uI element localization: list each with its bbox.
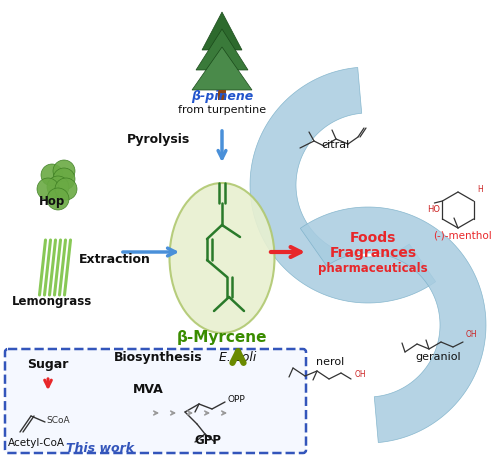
Circle shape xyxy=(53,168,75,190)
Text: Fragrances: Fragrances xyxy=(330,246,416,260)
Circle shape xyxy=(41,164,63,186)
Text: pharmaceuticals: pharmaceuticals xyxy=(318,262,428,275)
Text: (-)-menthol: (-)-menthol xyxy=(432,230,492,240)
Text: This work: This work xyxy=(66,442,134,455)
Text: OH: OH xyxy=(466,330,477,339)
Polygon shape xyxy=(202,12,242,50)
Text: H: H xyxy=(477,185,483,194)
Text: E. coli: E. coli xyxy=(220,351,256,364)
Polygon shape xyxy=(196,29,248,70)
Text: SCoA: SCoA xyxy=(46,416,70,425)
Text: Biosynthesis: Biosynthesis xyxy=(114,351,202,364)
Text: citral: citral xyxy=(321,140,349,150)
Text: Foods: Foods xyxy=(350,231,396,245)
Circle shape xyxy=(55,178,77,200)
Polygon shape xyxy=(192,47,252,90)
Text: Sugar: Sugar xyxy=(28,358,68,371)
Text: nerol: nerol xyxy=(316,357,344,367)
Text: GPP: GPP xyxy=(194,434,222,447)
Text: MVA: MVA xyxy=(132,383,164,396)
Ellipse shape xyxy=(170,183,274,333)
Polygon shape xyxy=(250,68,436,303)
Text: OPP: OPP xyxy=(227,395,245,404)
Text: from turpentine: from turpentine xyxy=(178,105,266,115)
Text: OH: OH xyxy=(355,370,366,379)
Text: Lemongrass: Lemongrass xyxy=(12,295,92,308)
Polygon shape xyxy=(300,207,486,442)
Text: Extraction: Extraction xyxy=(79,253,151,266)
Text: Pyrolysis: Pyrolysis xyxy=(127,133,190,146)
Circle shape xyxy=(47,176,69,198)
Bar xyxy=(218,90,226,100)
Text: geraniol: geraniol xyxy=(415,352,461,362)
Circle shape xyxy=(53,160,75,182)
Text: HO: HO xyxy=(428,205,440,214)
Text: Hop: Hop xyxy=(39,195,65,208)
Text: Acetyl-CoA: Acetyl-CoA xyxy=(8,438,64,448)
Circle shape xyxy=(47,188,69,210)
FancyBboxPatch shape xyxy=(5,349,306,453)
Text: β-Myrcene: β-Myrcene xyxy=(177,330,267,345)
Circle shape xyxy=(37,178,59,200)
Text: β-pinene: β-pinene xyxy=(191,90,253,103)
